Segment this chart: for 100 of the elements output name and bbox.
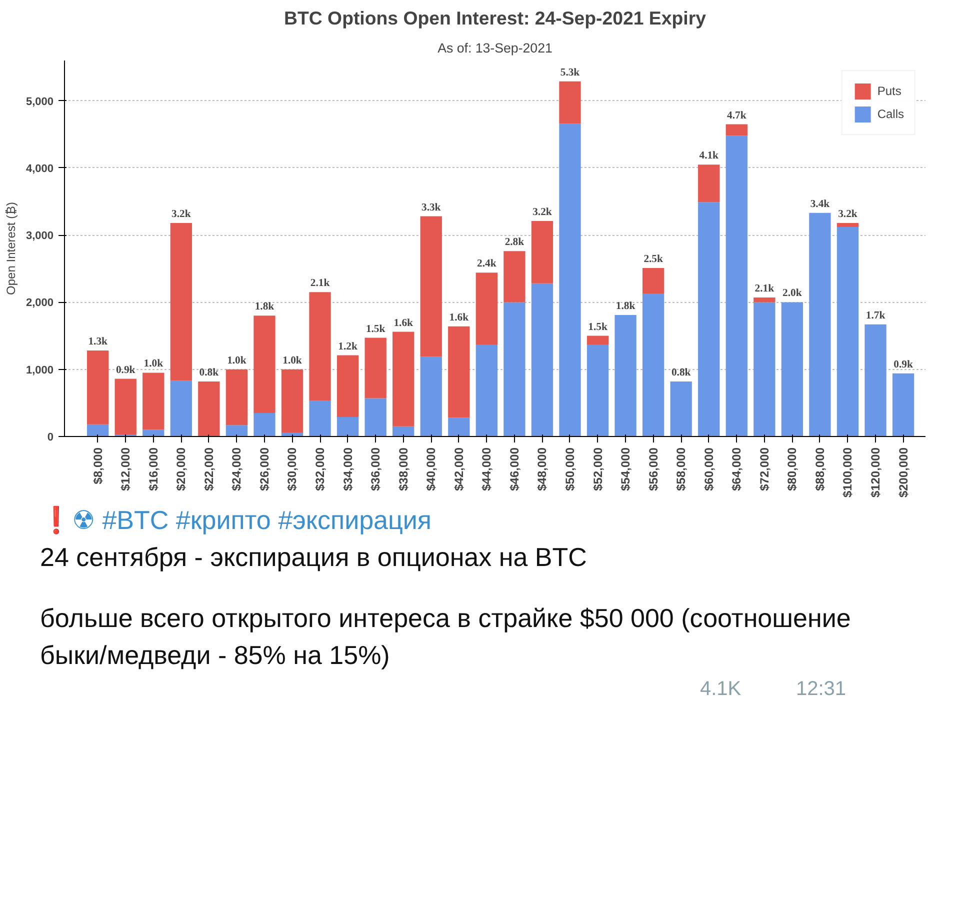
x-tick-label: $200,000 [896, 447, 910, 498]
bar [698, 164, 720, 202]
bar [670, 381, 692, 436]
x-tick-label: $16,000 [146, 447, 160, 491]
total-label: 4.7k [727, 110, 746, 122]
total-label: 1.0k [144, 358, 164, 370]
x-tick-label: $20,000 [174, 447, 188, 491]
bar [531, 283, 554, 436]
total-label: 2.5k [644, 254, 664, 265]
bar [392, 332, 414, 426]
bar [726, 136, 748, 436]
x-tick-label: $50,000 [562, 447, 577, 491]
total-label: 1.8k [254, 302, 274, 313]
total-label: 3.2k [532, 206, 552, 218]
total-label: 1.0k [282, 355, 302, 366]
bar [448, 418, 470, 436]
bar [864, 324, 886, 436]
bar [226, 369, 248, 426]
bar [781, 302, 804, 436]
bar [586, 344, 609, 436]
total-label: 1.8k [616, 300, 636, 312]
text: больше всего открытого интереса в страйке $50 000 (соотношение быки/медведи - 85% на 15%) [40, 602, 852, 672]
total-label: 0.8k [199, 367, 219, 378]
bar [836, 227, 859, 436]
y-tick-label: 1,000 [26, 364, 54, 376]
total-label: 1.3k [88, 336, 108, 348]
bar [170, 222, 192, 381]
bar [559, 81, 581, 124]
bar [364, 398, 386, 436]
x-tick-label: $100,000 [840, 447, 855, 498]
bar [281, 369, 304, 432]
bar [254, 316, 276, 413]
x-tick-label: $42,000 [452, 447, 466, 491]
x-tick-label: $22,000 [202, 447, 216, 491]
x-tick-label: $26,000 [257, 447, 272, 491]
x-tick-label: $56,000 [646, 447, 660, 491]
bar [142, 372, 164, 430]
y-tick-label: 5,000 [26, 96, 54, 108]
bar [559, 124, 581, 436]
x-tick-label: $8,000 [90, 447, 105, 484]
legend-label: Calls [877, 107, 904, 121]
bar [309, 400, 331, 436]
bar [336, 417, 359, 436]
total-label: 1.0k [227, 355, 246, 366]
x-tick-label: $46,000 [507, 447, 522, 491]
x-tick-label: $38,000 [396, 447, 410, 491]
total-label: 3.2k [172, 208, 191, 220]
total-label: 1.7k [866, 310, 886, 322]
total-label: 1.5k [588, 322, 608, 333]
total-label: 3.3k [421, 202, 441, 214]
x-tick-label: $60,000 [702, 447, 716, 491]
x-tick-label: $36,000 [368, 447, 383, 491]
x-tick-label: $88,000 [812, 447, 827, 491]
total-label: 1.2k [338, 341, 358, 352]
bar [504, 251, 526, 302]
bar [476, 272, 498, 345]
bar [614, 314, 636, 436]
x-tick-label: $40,000 [424, 447, 438, 491]
total-label: 2.4k [477, 258, 496, 270]
total-label: 5.3k [560, 67, 580, 78]
bar [198, 381, 220, 436]
bar [86, 350, 109, 424]
total-label: 2.8k [504, 237, 524, 248]
total-label: 3.4k [810, 198, 830, 210]
total-label: 2.1k [754, 284, 774, 295]
y-tick-label: 2,000 [26, 297, 54, 310]
bar [504, 302, 526, 436]
bar [809, 212, 831, 436]
total-label: 1.6k [394, 318, 414, 329]
x-tick-label: $32,000 [313, 447, 328, 491]
x-tick-label: $34,000 [340, 447, 355, 491]
x-tick-label: $64,000 [730, 447, 744, 491]
text: 4.1K [700, 676, 742, 702]
legend-label: Puts [877, 84, 902, 98]
total-label: 3.2k [838, 208, 858, 220]
x-tick-label: $30,000 [285, 447, 300, 491]
x-tick-label: $48,000 [535, 447, 550, 491]
text: ❗☢ #BTC #крипто #экспирация [40, 504, 432, 537]
bar [754, 302, 776, 436]
x-tick-label: $52,000 [590, 447, 605, 491]
y-tick-label: 4,000 [26, 162, 54, 175]
chart-title: BTC Options Open Interest: 24-Sep-2021 Expiry [284, 8, 707, 28]
bar [309, 292, 331, 401]
x-tick-label: $80,000 [785, 447, 800, 491]
total-label: 0.8k [671, 367, 691, 378]
x-tick-label: $44,000 [480, 447, 494, 491]
bar [531, 220, 554, 284]
total-label: 2.1k [310, 278, 330, 290]
bar [86, 424, 109, 436]
total-label: 1.5k [366, 324, 386, 335]
bar [336, 355, 359, 418]
bar [726, 124, 748, 136]
bar [114, 378, 136, 434]
y-tick-label: 3,000 [26, 230, 54, 242]
text: 24 сентября - экспирация в опционах на BTC [40, 541, 587, 574]
bar [420, 216, 442, 357]
text: 12:31 [796, 676, 846, 702]
y-tick-label: 0 [47, 432, 54, 444]
total-label: 0.9k [116, 364, 136, 376]
x-tick-label: $12,000 [118, 447, 133, 491]
